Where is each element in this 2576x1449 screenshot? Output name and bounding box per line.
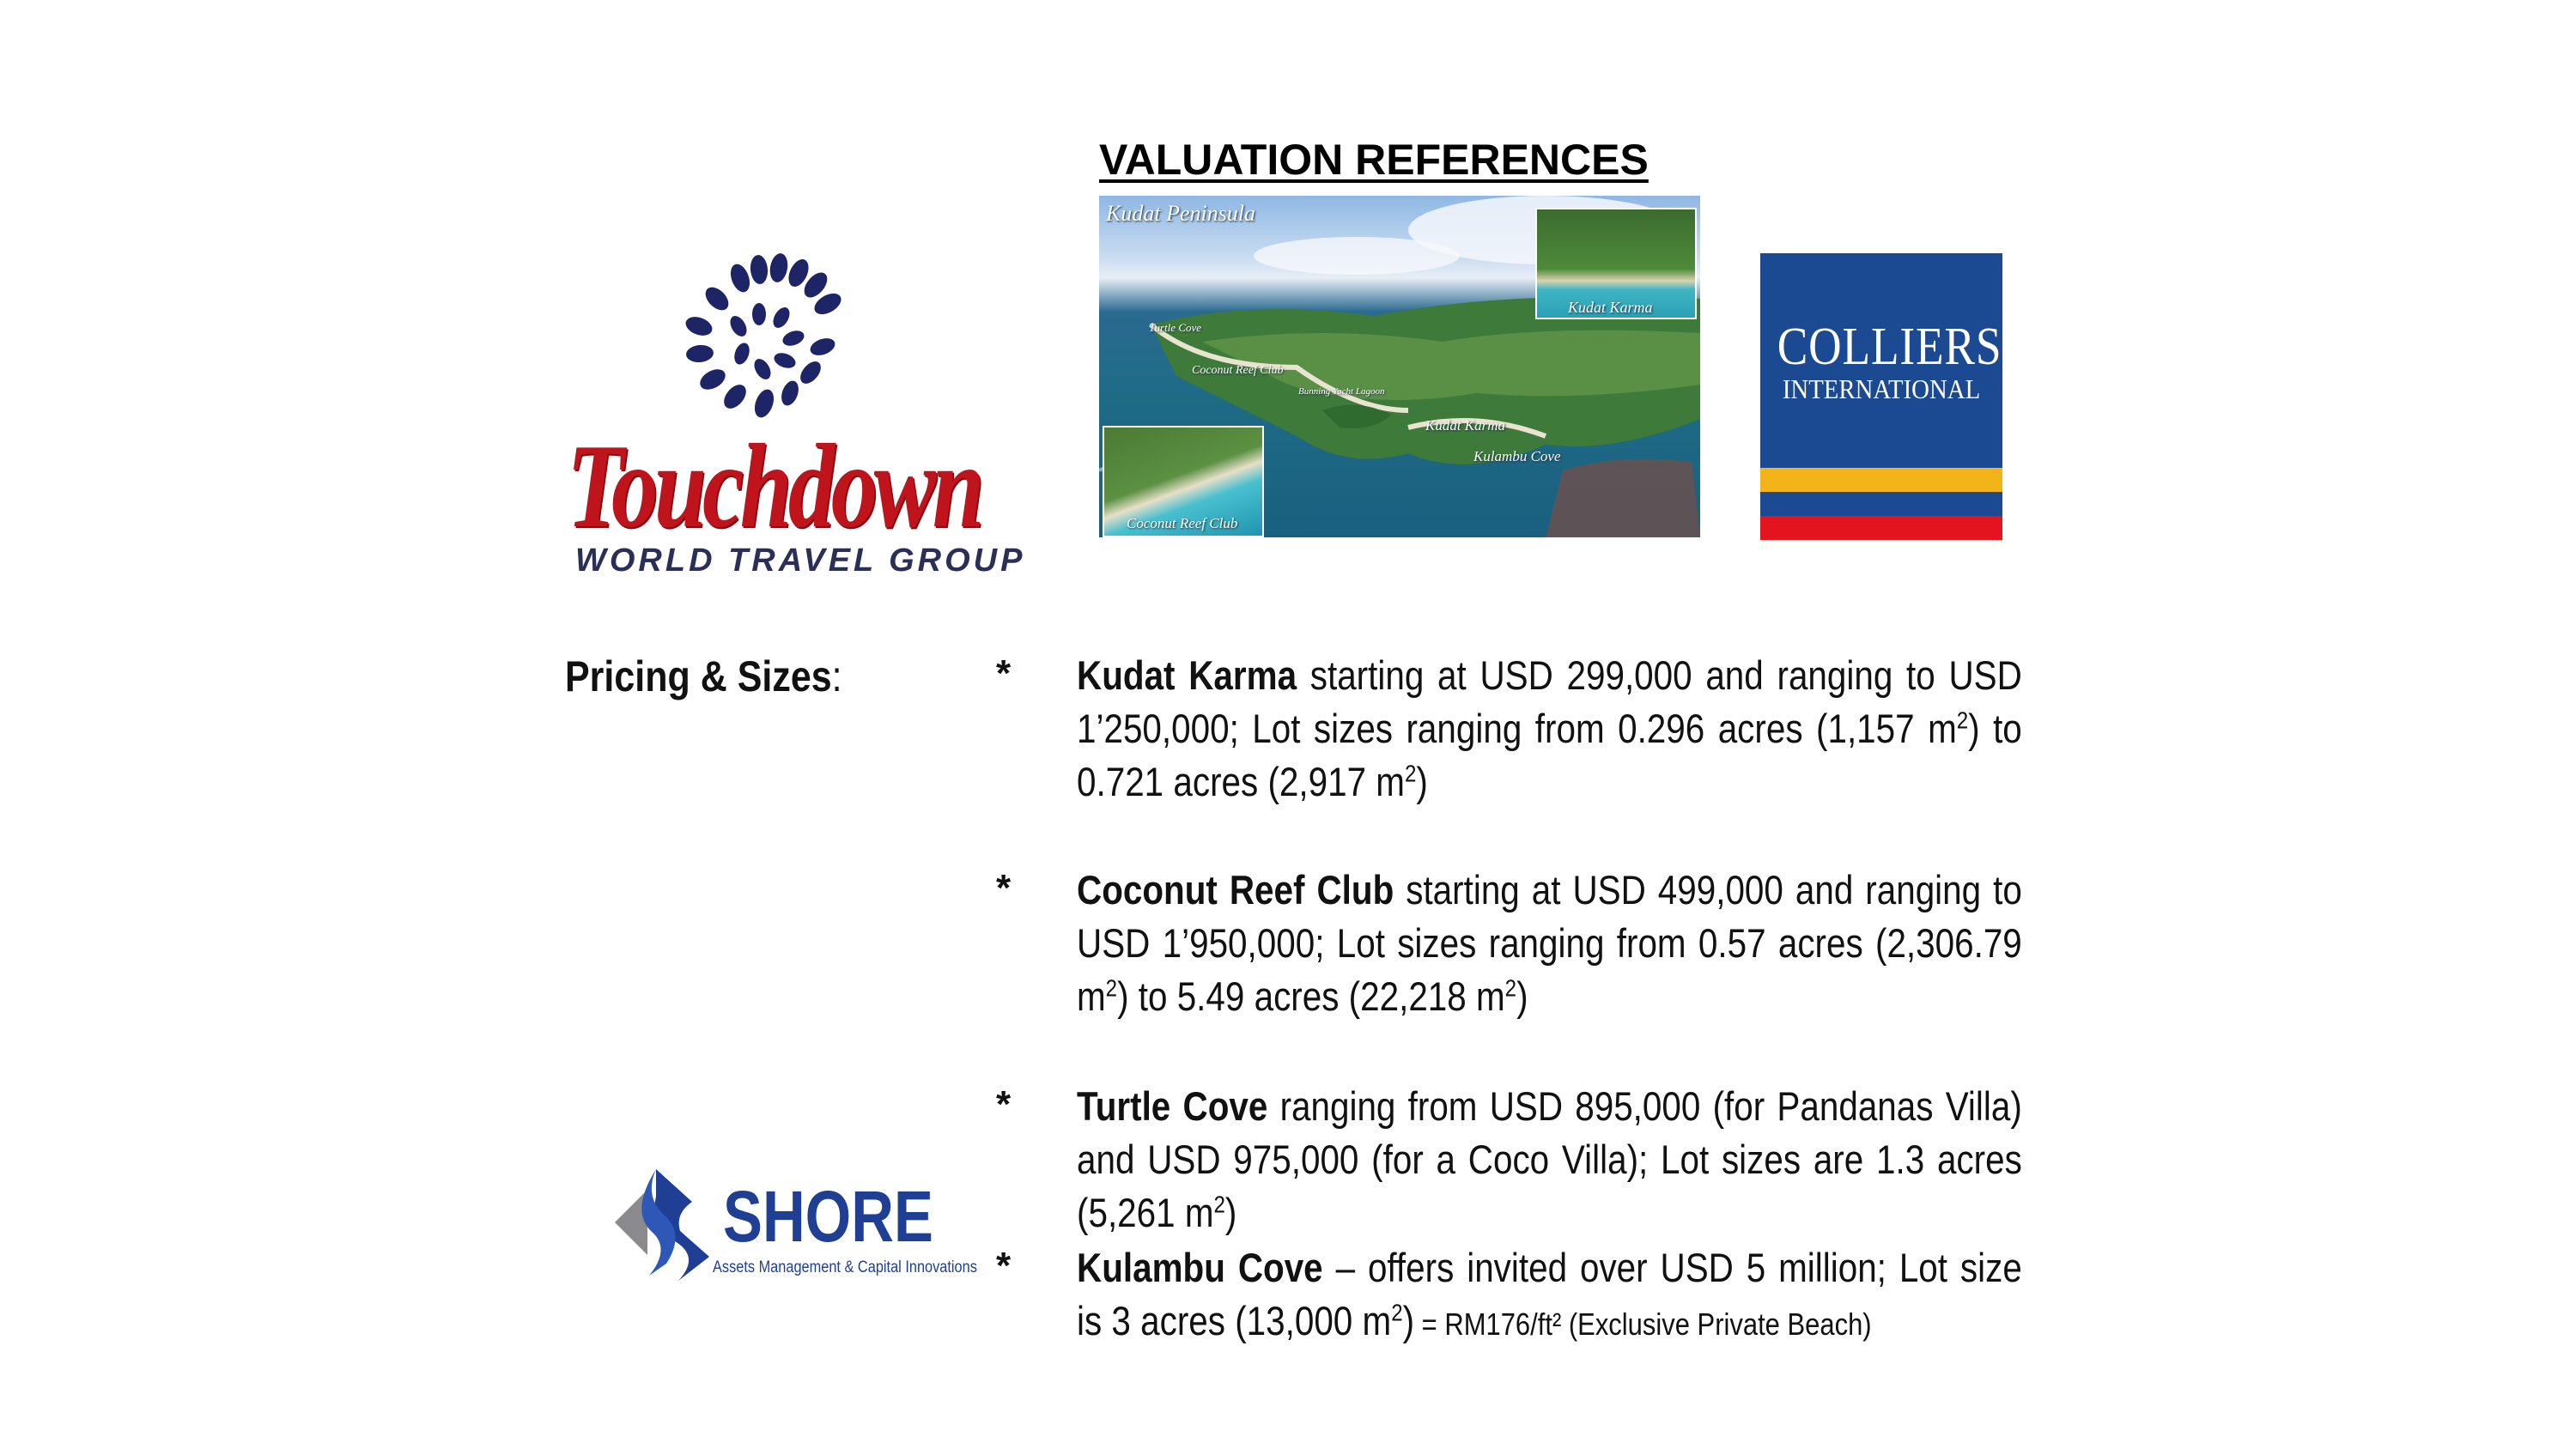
inset-photo-coconut-reef: Coconut Reef Club [1103,426,1264,537]
bullet-coconut-reef: * [996,867,1012,909]
shore-tagline: Assets Management & Capital Innovations [713,1258,977,1276]
inset-caption-coconut-reef: Coconut Reef Club [1127,515,1238,531]
photo-label-coconut-reef: Coconut Reef Club [1192,364,1284,377]
photo-label-turtle-cove: Turtle Cove [1149,321,1202,334]
colliers-stripe-blue [1760,492,2002,516]
colliers-stripe-red [1760,516,2002,540]
shore-emblem-icon [615,1169,709,1281]
entry-turtle-cove: Turtle Cove ranging from USD 895,000 (fo… [1077,1083,2022,1235]
entry-name: Turtle Cove [1077,1083,1268,1129]
bullet-kudat-karma: * [996,652,1012,694]
entry-name: Coconut Reef Club [1077,867,1394,912]
shore-wordmark: SHORE [723,1176,933,1257]
entry-coconut-reef-club: Coconut Reef Club starting at USD 499,00… [1077,867,2022,1019]
peninsula-aerial-photo: Kudat Peninsula Turtle Cove Coconut Reef… [1099,196,1700,537]
photo-label-kulambu-cove: Kulambu Cove [1473,448,1561,464]
touchdown-wordmark: Touchdown [567,420,985,553]
colliers-logo: COLLIERS INTERNATIONAL [1760,253,2002,540]
page-title: VALUATION REFERENCES [1099,136,1649,184]
entry-name: Kulambu Cove [1077,1245,1323,1290]
shore-logo: SHORE Assets Management & Capital Innova… [606,1162,977,1282]
colliers-tagline: INTERNATIONAL [1782,373,1981,404]
inset-photo-kudat-karma: Kudat Karma [1535,208,1697,319]
pricing-label-text: Pricing & Sizes [565,652,832,700]
kulambu-price-note: = RM176/ft² (Exclusive Private Beach) [1414,1307,1872,1342]
touchdown-tagline: WORLD TRAVEL GROUP [575,543,1026,579]
photo-label-kudat-karma: Kudat Karma [1425,417,1506,433]
inset-caption-kudat-karma: Kudat Karma [1568,299,1653,316]
entry-kulambu-cove: Kulambu Cove – offers invited over USD 5… [1077,1245,2022,1343]
photo-label-lagoon: Bunning Yacht Lagoon [1298,386,1385,397]
pricing-label-colon: : [831,652,842,700]
entry-name: Kudat Karma [1077,652,1297,698]
photo-caption-main: Kudat Peninsula [1106,201,1256,226]
touchdown-logo: Touchdown WORLD TRAVEL GROUP [560,225,1022,592]
bullet-kulambu-cove: * [996,1245,1012,1287]
entry-kudat-karma: Kudat Karma starting at USD 299,000 and … [1077,652,2022,804]
touchdown-swirl-icon [685,253,841,418]
bullet-turtle-cove: * [996,1083,1012,1125]
pricing-sizes-label: Pricing & Sizes: [565,649,842,704]
colliers-wordmark: COLLIERS [1777,318,2002,376]
colliers-stripe-yellow [1760,468,2002,492]
